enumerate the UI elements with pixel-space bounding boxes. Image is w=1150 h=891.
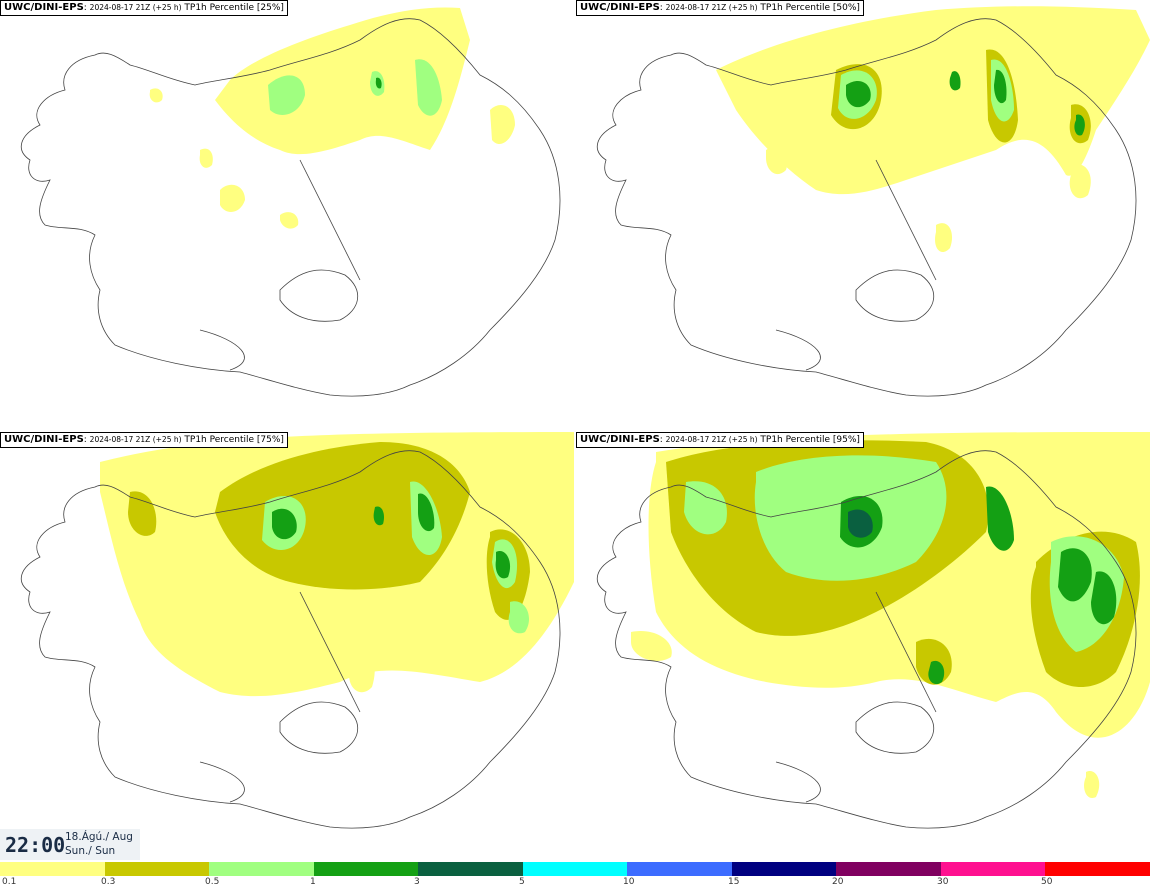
precip-map-25 (20, 7, 561, 397)
iceland-outline (20, 18, 561, 397)
panel-title: TP1h Percentile [50%] (760, 3, 860, 13)
map-panel-95: UWC/DINI-EPS: 2024-08-17 21Z (+25 h) TP1… (576, 432, 1150, 860)
valid-time: 22:00 (5, 833, 66, 857)
panel-header: UWC/DINI-EPS: 2024-08-17 21Z (+25 h) TP1… (0, 0, 288, 16)
colorbar-segment (731, 862, 837, 876)
run-time: 2024-08-17 21Z (+25 h) (89, 435, 182, 444)
colorbar-segment (1045, 862, 1150, 876)
colorbar-segment (836, 862, 941, 876)
panel-title: TP1h Percentile [75%] (184, 435, 284, 445)
run-time: 2024-08-17 21Z (+25 h) (89, 3, 182, 12)
colorbar-segment (418, 862, 523, 876)
precip-shading (631, 432, 1150, 798)
iceland-outline (596, 450, 1137, 829)
colorbar-labels: 0.1 0.3 0.5 1 3 5 10 15 20 30 50 (0, 877, 1150, 890)
valid-day: Sun./ Sun (65, 845, 116, 857)
colorbar-label: 0.5 (205, 877, 220, 887)
precip-colorbar (0, 862, 1150, 876)
precip-shading (149, 7, 515, 229)
run-time: 2024-08-17 21Z (+25 h) (665, 435, 758, 444)
colorbar-label: 5 (519, 877, 525, 887)
precip-map-75 (20, 432, 574, 829)
colorbar-label: 30 (937, 877, 949, 887)
precip-shading (716, 6, 1150, 253)
colorbar-segment (209, 862, 314, 876)
colorbar-segment (522, 862, 628, 876)
colorbar-label: 1 (310, 877, 316, 887)
map-panel-25: UWC/DINI-EPS: 2024-08-17 21Z (+25 h) TP1… (0, 0, 574, 428)
iceland-outline (596, 18, 1137, 397)
colorbar-label: 10 (623, 877, 635, 887)
panel-header: UWC/DINI-EPS: 2024-08-17 21Z (+25 h) TP1… (0, 432, 288, 448)
model-source: UWC/DINI-EPS (580, 2, 660, 13)
panel-title: TP1h Percentile [25%] (184, 3, 284, 13)
valid-date: 18.Ágú./ Aug (65, 831, 133, 843)
model-source: UWC/DINI-EPS (4, 434, 84, 445)
colorbar-label: 50 (1041, 877, 1053, 887)
precip-shading (100, 432, 574, 697)
model-source: UWC/DINI-EPS (4, 2, 84, 13)
colorbar-label: 0.1 (2, 877, 17, 887)
valid-time-box: 22:00 18.Ágú./ Aug Sun./ Sun (0, 829, 140, 860)
colorbar-segment (940, 862, 1046, 876)
run-time: 2024-08-17 21Z (+25 h) (665, 3, 758, 12)
colorbar-segment (0, 862, 105, 876)
model-source: UWC/DINI-EPS (580, 434, 660, 445)
colorbar-segment (627, 862, 732, 876)
panel-header: UWC/DINI-EPS: 2024-08-17 21Z (+25 h) TP1… (576, 0, 864, 16)
precip-map-50 (596, 6, 1150, 397)
panel-header: UWC/DINI-EPS: 2024-08-17 21Z (+25 h) TP1… (576, 432, 864, 448)
precip-map-95 (596, 432, 1150, 829)
map-panel-75: UWC/DINI-EPS: 2024-08-17 21Z (+25 h) TP1… (0, 432, 574, 860)
colorbar-label: 3 (414, 877, 420, 887)
panel-title: TP1h Percentile [95%] (760, 435, 860, 445)
colorbar-segment (104, 862, 210, 876)
map-panel-50: UWC/DINI-EPS: 2024-08-17 21Z (+25 h) TP1… (576, 0, 1150, 428)
colorbar-label: 15 (728, 877, 740, 887)
colorbar-label: 20 (832, 877, 844, 887)
colorbar-label: 0.3 (101, 877, 116, 887)
iceland-outline (20, 450, 561, 829)
colorbar-segment (313, 862, 419, 876)
